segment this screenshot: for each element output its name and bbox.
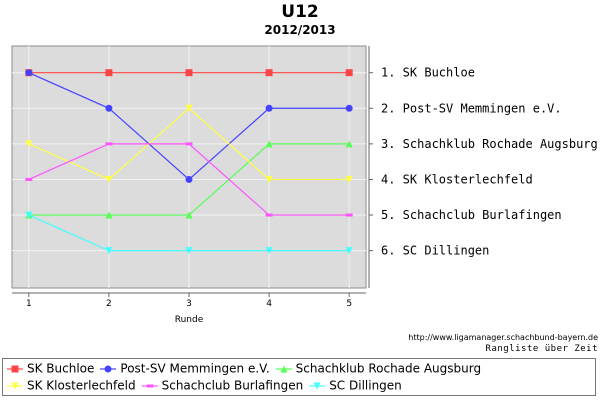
data-point <box>25 69 33 77</box>
legend-swatch-marker <box>11 365 19 373</box>
data-point <box>265 175 273 183</box>
data-point <box>265 69 273 77</box>
legend-item: SK Buchloe <box>7 361 94 376</box>
data-point <box>185 175 193 183</box>
data-point <box>105 69 113 77</box>
rank-label: 4. SK Klosterlechfeld <box>381 172 533 186</box>
x-axis-label: Runde <box>175 315 204 325</box>
data-point <box>185 104 193 112</box>
data-point <box>345 175 353 183</box>
data-point <box>265 104 273 112</box>
legend-swatch-marker <box>313 382 321 390</box>
data-point <box>105 175 113 183</box>
data-point <box>265 140 273 148</box>
data-point <box>185 211 193 219</box>
data-point <box>345 104 353 112</box>
data-point <box>25 177 33 181</box>
x-tick-label: 2 <box>106 299 112 309</box>
rank-label: 5. Schachclub Burlafingen <box>381 208 562 222</box>
legend-label: SC Dillingen <box>329 378 402 393</box>
data-point <box>105 247 113 255</box>
legend-swatch-marker <box>146 384 154 388</box>
legend-item: SC Dillingen <box>309 378 402 393</box>
data-point <box>345 69 353 77</box>
data-point <box>25 140 33 148</box>
x-tick-label: 5 <box>346 299 352 309</box>
data-point <box>345 213 353 217</box>
legend-swatch <box>141 384 158 388</box>
legend-swatch <box>7 382 23 390</box>
legend-label: SK Buchloe <box>27 361 95 376</box>
rank-label: 1. SK Buchloe <box>381 66 475 80</box>
chart-title: U12 <box>281 2 319 22</box>
data-point <box>185 69 193 77</box>
legend-swatch-marker <box>11 382 19 390</box>
legend-label: Schachklub Rochade Augsburg <box>295 361 482 376</box>
legend-swatch-marker <box>104 365 112 373</box>
legend-swatch <box>275 365 292 373</box>
x-tick-label: 1 <box>26 299 32 309</box>
data-point <box>105 142 113 146</box>
legend-swatch <box>309 382 326 390</box>
x-tick-label: 3 <box>186 299 192 309</box>
data-point <box>265 213 273 217</box>
chart-subtitle: 2012/2013 <box>264 23 336 37</box>
data-point <box>265 247 273 255</box>
x-tick-label: 4 <box>266 299 272 309</box>
data-point <box>105 104 113 112</box>
rank-label: 3. Schachklub Rochade Augsburg <box>381 137 598 151</box>
legend-item: Post-SV Memmingen e.V. <box>100 361 270 376</box>
legend-row: SK Klosterlechfeld Schachclub Burlafingen… <box>7 378 408 395</box>
legend-label: SK Klosterlechfeld <box>27 378 136 393</box>
legend-row: SK Buchloe Post-SV Memmingen e.V. Schachkl… <box>7 361 487 378</box>
legend-item: Schachclub Burlafingen <box>141 378 304 393</box>
source-url[interactable]: http://www.ligamanager.schachbund-bayern… <box>408 333 598 342</box>
legend-item: SK Klosterlechfeld <box>7 378 136 393</box>
rank-label: 6. SC Dillingen <box>381 244 489 258</box>
data-point <box>105 211 113 219</box>
legend-item: Schachklub Rochade Augsburg <box>275 361 482 376</box>
data-point <box>185 142 193 146</box>
data-point <box>345 247 353 255</box>
legend-label: Schachclub Burlafingen <box>161 378 304 393</box>
data-point <box>25 211 33 219</box>
chart-legend: SK Buchloe Post-SV Memmingen e.V. Schachkl… <box>2 358 596 396</box>
line-chart: 1 2 3 4 5 Runde 1. SK Buchloe 2. Post-SV Memmin… <box>11 45 598 325</box>
legend-swatch <box>100 365 117 373</box>
data-point <box>345 140 353 148</box>
legend-swatch-marker <box>280 365 288 373</box>
legend-swatch <box>7 365 23 373</box>
data-point <box>185 247 193 255</box>
rank-label: 2. Post-SV Memmingen e.V. <box>381 101 562 115</box>
legend-label: Post-SV Memmingen e.V. <box>120 361 270 376</box>
chart-caption: Rangliste über Zeit <box>485 344 598 354</box>
